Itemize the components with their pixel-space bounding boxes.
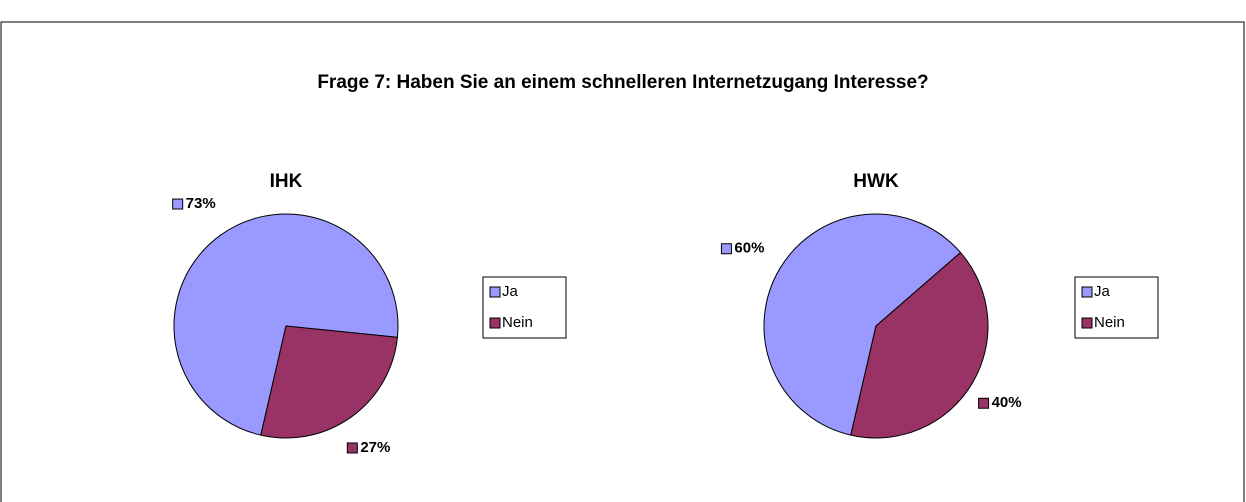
pie-title: IHK [270,171,303,192]
label-swatch [346,442,358,454]
legend-label: Ja [1094,283,1111,300]
legend-swatch [489,317,501,329]
data-label: 27% [360,439,390,456]
label-swatch [720,243,732,255]
pie-title: HWK [853,171,899,192]
legend-swatch [1081,317,1093,329]
chart-frame [0,21,1245,502]
pie-slice [173,213,399,436]
label-swatch [172,198,184,210]
legend-label: Ja [502,283,519,300]
label-swatch [978,397,990,409]
legend-label: Nein [1094,314,1125,331]
pie-slice [763,213,962,436]
chart-title: Frage 7: Haben Sie an einem schnelleren … [317,72,928,93]
pie-slice [850,251,989,439]
legend-swatch [489,286,501,298]
pie-slice [260,325,398,439]
legend-swatch [1081,286,1093,298]
data-label: 73% [186,195,216,212]
data-label: 60% [734,240,764,257]
legend-label: Nein [502,314,533,331]
data-label: 40% [992,394,1022,411]
